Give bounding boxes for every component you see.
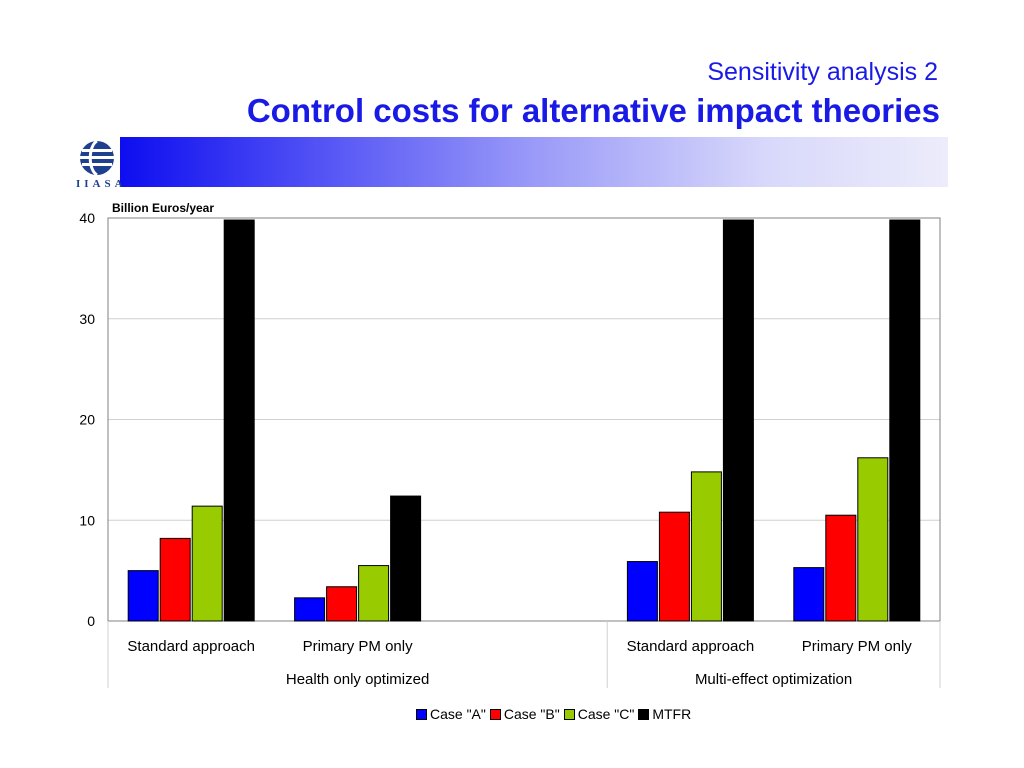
bar <box>825 514 857 622</box>
x-tick-label: Standard approach <box>127 638 255 655</box>
legend-swatch <box>416 708 427 720</box>
group-label: Multi-effect optimization <box>695 671 852 688</box>
legend-swatch <box>563 708 575 720</box>
legend-item: Case "A" <box>416 706 486 722</box>
y-tick-label: 10 <box>79 512 95 528</box>
bar <box>793 567 825 622</box>
bar <box>690 471 722 622</box>
legend-swatch <box>638 708 650 720</box>
chart-legend: Case "A" Case "B" Case "C" MTFR <box>416 706 695 722</box>
legend-label: Case "C" <box>577 706 635 722</box>
bar <box>390 495 422 622</box>
x-tick-label: Standard approach <box>627 638 755 655</box>
slide-subtitle: Sensitivity analysis 2 <box>707 58 938 86</box>
title-banner <box>120 137 948 187</box>
plot-frame <box>107 217 941 622</box>
bar <box>223 219 255 622</box>
bar <box>127 570 159 622</box>
iiasa-globe-logo-icon <box>80 139 114 177</box>
x-tick-label: Primary PM only <box>303 638 414 655</box>
group-label: Health only optimized <box>286 671 429 688</box>
legend-swatch <box>489 708 501 720</box>
bar <box>159 537 191 622</box>
legend-label: MTFR <box>652 706 692 722</box>
slide-title: Control costs for alternative impact the… <box>246 92 940 129</box>
y-tick-label: 0 <box>87 613 95 629</box>
legend-label: Case "B" <box>503 706 560 722</box>
bar <box>191 505 223 622</box>
y-tick-label: 40 <box>79 210 95 226</box>
y-axis-label: Billion Euros/year <box>112 201 214 215</box>
x-tick-label: Primary PM only <box>802 638 913 655</box>
bar <box>722 219 754 622</box>
legend-item: Case "C" <box>563 706 635 722</box>
y-tick-label: 30 <box>79 311 95 327</box>
bar <box>294 597 326 622</box>
y-tick-label: 20 <box>79 412 95 428</box>
bar <box>626 561 658 622</box>
legend-item: Case "B" <box>489 706 560 722</box>
bar <box>889 219 921 622</box>
bar <box>658 511 690 622</box>
legend-item: MTFR <box>638 706 691 722</box>
legend-label: Case "A" <box>430 706 486 722</box>
logo-text: IIASA <box>76 178 127 190</box>
bar <box>857 457 889 622</box>
bar <box>358 565 390 622</box>
bar <box>326 586 358 622</box>
